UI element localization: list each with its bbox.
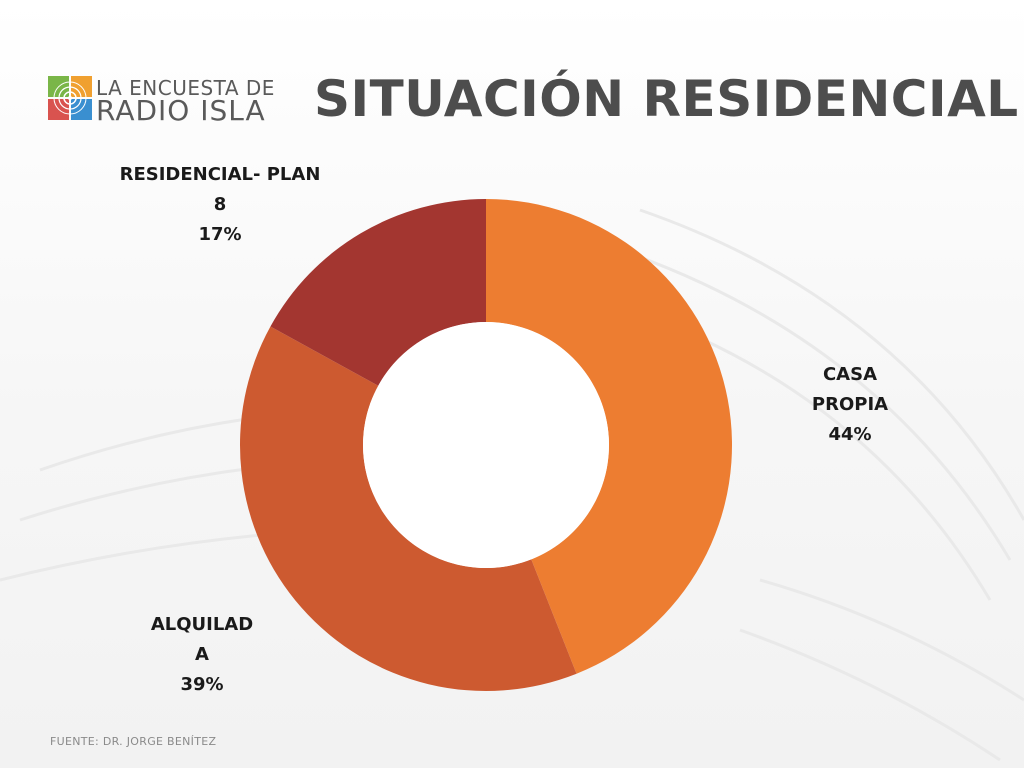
donut-hole	[363, 322, 609, 568]
label-line: ALQUILAD	[150, 614, 254, 635]
logo-text-line1: LA ENCUESTA DE	[96, 76, 275, 100]
label-line: PROPIA	[811, 394, 889, 415]
label-line: RESIDENCIAL- PLAN	[119, 164, 321, 185]
label-line: A	[195, 644, 209, 665]
label-percent: 39%	[180, 674, 224, 695]
slice-label-casa-propia: CASA PROPIA 44%	[790, 360, 910, 450]
footer-source: FUENTE: DR. JORGE BENÍTEZ	[50, 735, 217, 748]
label-line: CASA	[822, 364, 878, 385]
radio-isla-logo: LA ENCUESTA DE RADIO ISLA	[48, 76, 288, 128]
page-title: SITUACIÓN RESIDENCIAL	[314, 70, 1019, 128]
slice-label-residencial-plan-8: RESIDENCIAL- PLAN 8 17%	[100, 160, 340, 250]
slice-alquilada	[239, 326, 577, 691]
label-percent: 17%	[198, 224, 242, 245]
logo-text-line2: RADIO ISLA	[96, 94, 266, 127]
slice-casa-propia	[486, 199, 732, 674]
slice-label-alquilada: ALQUILAD A 39%	[122, 610, 282, 700]
label-line: 8	[213, 194, 227, 215]
label-percent: 44%	[828, 424, 872, 445]
slice-residencial-plan-8	[270, 199, 486, 386]
logo-mark-icon	[48, 76, 92, 120]
